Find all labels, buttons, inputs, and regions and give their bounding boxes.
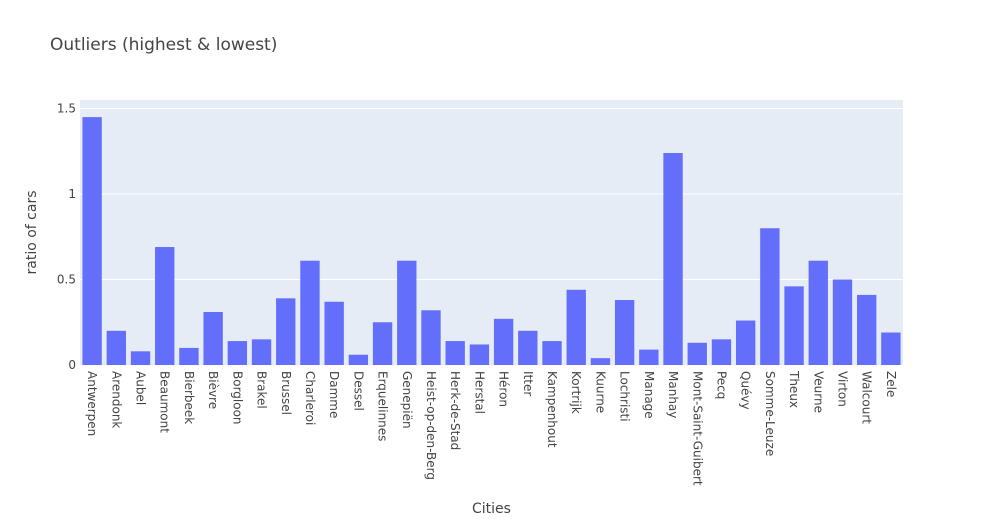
- x-tick-label: Arendonk: [109, 371, 123, 428]
- y-tick-label: 0: [68, 358, 76, 372]
- bar[interactable]: [493, 318, 514, 365]
- chart-title: Outliers (highest & lowest): [50, 35, 277, 55]
- bar[interactable]: [735, 320, 756, 365]
- x-tick-label: Theux: [787, 370, 801, 408]
- bar[interactable]: [179, 347, 199, 365]
- x-tick-label: Aubel: [134, 371, 148, 405]
- y-axis-title: ratio of cars: [24, 191, 40, 275]
- bar[interactable]: [857, 294, 877, 365]
- x-tick-label: Bierbeek: [182, 371, 196, 424]
- bar[interactable]: [82, 117, 102, 365]
- x-tick-label: Virton: [835, 371, 849, 407]
- x-tick-label: Mont-Saint-Guibert: [690, 371, 704, 486]
- x-tick-label: Kuurne: [593, 371, 607, 413]
- bar[interactable]: [518, 330, 538, 365]
- bar[interactable]: [348, 354, 369, 365]
- x-tick-label: Somme-Leuze: [763, 371, 777, 456]
- bar[interactable]: [445, 341, 465, 365]
- x-tick-label: Manhay: [666, 371, 680, 418]
- x-axis-ticks: Antwerpen Arendonk Aubel Beaumont Bierbeek Bi…: [85, 370, 898, 486]
- bar[interactable]: [155, 247, 175, 365]
- bar[interactable]: [324, 301, 344, 365]
- x-axis-title: Cities: [472, 501, 511, 517]
- x-tick-label: Charleroi: [303, 371, 317, 425]
- x-tick-label: Dessel: [351, 371, 365, 411]
- x-tick-label: Manage: [642, 371, 656, 419]
- bar[interactable]: [566, 289, 586, 365]
- bar[interactable]: [300, 260, 320, 365]
- x-tick-label: Genepiën: [400, 371, 414, 429]
- x-tick-label: Zele: [884, 371, 898, 397]
- bar[interactable]: [276, 298, 296, 365]
- bar[interactable]: [203, 312, 223, 365]
- bar[interactable]: [421, 310, 441, 365]
- y-axis-ticks: 0 0.5 1 1.5: [57, 102, 76, 372]
- bar[interactable]: [808, 260, 828, 365]
- x-tick-label: Herk-de-Stad: [448, 371, 462, 450]
- bar[interactable]: [397, 260, 417, 365]
- bar[interactable]: [881, 332, 901, 365]
- bar[interactable]: [542, 341, 562, 365]
- y-tick-label: 1.5: [57, 102, 76, 116]
- bar[interactable]: [130, 351, 151, 365]
- x-tick-label: Erquelinnes: [376, 371, 390, 441]
- x-tick-label: Kampenhout: [545, 371, 559, 448]
- x-tick-label: Lochristi: [618, 371, 632, 422]
- x-tick-label: Herstal: [472, 371, 486, 414]
- x-tick-label: Kortrijk: [569, 371, 583, 414]
- x-tick-label: Borgloon: [230, 371, 244, 425]
- x-tick-label: Pecq: [714, 371, 728, 399]
- bar[interactable]: [614, 300, 635, 365]
- bar[interactable]: [760, 228, 780, 365]
- bar[interactable]: [590, 358, 611, 365]
- x-tick-label: Damme: [327, 371, 341, 418]
- x-tick-label: Quévy: [739, 371, 753, 410]
- bar[interactable]: [372, 322, 393, 365]
- y-tick-label: 0.5: [57, 273, 76, 287]
- bar[interactable]: [711, 339, 732, 365]
- x-tick-label: Walcourt: [860, 371, 874, 424]
- x-tick-label: Itter: [521, 371, 535, 396]
- bar[interactable]: [227, 341, 248, 365]
- x-tick-label: Antwerpen: [85, 371, 99, 436]
- bar[interactable]: [251, 339, 272, 365]
- bar[interactable]: [469, 344, 490, 365]
- bar[interactable]: [687, 342, 707, 365]
- bar[interactable]: [639, 349, 659, 365]
- x-tick-label: Brussel: [279, 371, 293, 415]
- x-tick-label: Beaumont: [158, 371, 172, 433]
- x-tick-label: Héron: [497, 371, 511, 407]
- bar[interactable]: [663, 153, 683, 365]
- x-tick-label: Heist-op-den-Berg: [424, 371, 438, 480]
- x-tick-label: Bièvre: [206, 371, 220, 409]
- y-tick-label: 1: [68, 187, 76, 201]
- bar[interactable]: [832, 279, 853, 365]
- x-tick-label: Veurne: [811, 371, 825, 413]
- x-tick-label: Brakel: [255, 371, 269, 409]
- bars: [82, 117, 901, 365]
- bar[interactable]: [106, 330, 126, 365]
- bar[interactable]: [784, 286, 804, 365]
